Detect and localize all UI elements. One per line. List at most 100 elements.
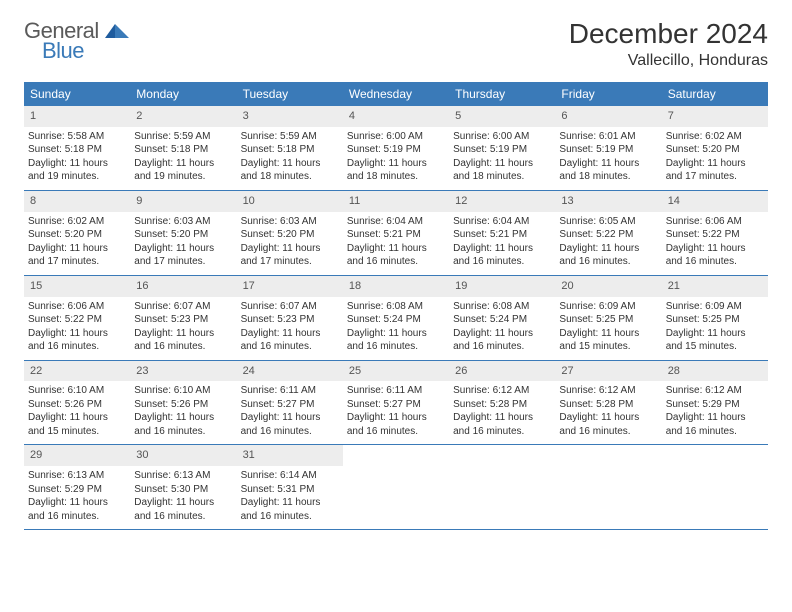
daylight-line1: Daylight: 11 hours	[134, 496, 232, 510]
day-text: Sunrise: 6:10 AMSunset: 5:26 PMDaylight:…	[24, 384, 130, 438]
day-cell: 11Sunrise: 6:04 AMSunset: 5:21 PMDayligh…	[343, 191, 449, 275]
daylight-line1: Daylight: 11 hours	[559, 157, 657, 171]
daylight-line1: Daylight: 11 hours	[28, 327, 126, 341]
daylight-line1: Daylight: 11 hours	[666, 157, 764, 171]
week-row: 22Sunrise: 6:10 AMSunset: 5:26 PMDayligh…	[24, 361, 768, 446]
sunrise-text: Sunrise: 6:13 AM	[28, 469, 126, 483]
daylight-line1: Daylight: 11 hours	[241, 327, 339, 341]
sunrise-text: Sunrise: 6:08 AM	[453, 300, 551, 314]
sunrise-text: Sunrise: 6:11 AM	[347, 384, 445, 398]
week-row: 15Sunrise: 6:06 AMSunset: 5:22 PMDayligh…	[24, 276, 768, 361]
day-cell: 23Sunrise: 6:10 AMSunset: 5:26 PMDayligh…	[130, 361, 236, 445]
day-text: Sunrise: 5:59 AMSunset: 5:18 PMDaylight:…	[130, 130, 236, 184]
day-number: 23	[130, 361, 236, 382]
daylight-line1: Daylight: 11 hours	[453, 411, 551, 425]
day-text: Sunrise: 6:12 AMSunset: 5:28 PMDaylight:…	[555, 384, 661, 438]
weekday-wednesday: Wednesday	[343, 82, 449, 106]
day-cell: 1Sunrise: 5:58 AMSunset: 5:18 PMDaylight…	[24, 106, 130, 190]
day-cell: 18Sunrise: 6:08 AMSunset: 5:24 PMDayligh…	[343, 276, 449, 360]
day-cell: 4Sunrise: 6:00 AMSunset: 5:19 PMDaylight…	[343, 106, 449, 190]
daylight-line1: Daylight: 11 hours	[559, 327, 657, 341]
daylight-line1: Daylight: 11 hours	[666, 411, 764, 425]
sunrise-text: Sunrise: 6:03 AM	[134, 215, 232, 229]
weekday-monday: Monday	[130, 82, 236, 106]
day-number: 17	[237, 276, 343, 297]
day-text: Sunrise: 6:08 AMSunset: 5:24 PMDaylight:…	[449, 300, 555, 354]
sunset-text: Sunset: 5:19 PM	[559, 143, 657, 157]
sunset-text: Sunset: 5:20 PM	[28, 228, 126, 242]
daylight-line1: Daylight: 11 hours	[134, 411, 232, 425]
sunrise-text: Sunrise: 6:14 AM	[241, 469, 339, 483]
day-number: 27	[555, 361, 661, 382]
sunset-text: Sunset: 5:25 PM	[666, 313, 764, 327]
day-cell: 5Sunrise: 6:00 AMSunset: 5:19 PMDaylight…	[449, 106, 555, 190]
sunrise-text: Sunrise: 6:09 AM	[559, 300, 657, 314]
day-text: Sunrise: 6:01 AMSunset: 5:19 PMDaylight:…	[555, 130, 661, 184]
day-cell: 13Sunrise: 6:05 AMSunset: 5:22 PMDayligh…	[555, 191, 661, 275]
day-cell: 21Sunrise: 6:09 AMSunset: 5:25 PMDayligh…	[662, 276, 768, 360]
day-cell: 25Sunrise: 6:11 AMSunset: 5:27 PMDayligh…	[343, 361, 449, 445]
day-cell: 12Sunrise: 6:04 AMSunset: 5:21 PMDayligh…	[449, 191, 555, 275]
day-cell: 7Sunrise: 6:02 AMSunset: 5:20 PMDaylight…	[662, 106, 768, 190]
daylight-line2: and 16 minutes.	[559, 425, 657, 439]
day-text: Sunrise: 6:11 AMSunset: 5:27 PMDaylight:…	[343, 384, 449, 438]
week-row: 1Sunrise: 5:58 AMSunset: 5:18 PMDaylight…	[24, 106, 768, 191]
day-text: Sunrise: 5:59 AMSunset: 5:18 PMDaylight:…	[237, 130, 343, 184]
daylight-line2: and 17 minutes.	[134, 255, 232, 269]
day-cell: 30Sunrise: 6:13 AMSunset: 5:30 PMDayligh…	[130, 445, 236, 529]
sunset-text: Sunset: 5:24 PM	[347, 313, 445, 327]
day-number: 28	[662, 361, 768, 382]
sunrise-text: Sunrise: 6:12 AM	[559, 384, 657, 398]
daylight-line2: and 16 minutes.	[28, 340, 126, 354]
day-cell: 16Sunrise: 6:07 AMSunset: 5:23 PMDayligh…	[130, 276, 236, 360]
location-text: Vallecillo, Honduras	[569, 52, 768, 70]
sunrise-text: Sunrise: 6:09 AM	[666, 300, 764, 314]
day-text: Sunrise: 6:12 AMSunset: 5:29 PMDaylight:…	[662, 384, 768, 438]
day-number: 4	[343, 106, 449, 127]
sunrise-text: Sunrise: 6:06 AM	[666, 215, 764, 229]
day-number: 22	[24, 361, 130, 382]
daylight-line2: and 17 minutes.	[28, 255, 126, 269]
day-number: 14	[662, 191, 768, 212]
daylight-line1: Daylight: 11 hours	[28, 157, 126, 171]
sunrise-text: Sunrise: 6:01 AM	[559, 130, 657, 144]
sunrise-text: Sunrise: 6:06 AM	[28, 300, 126, 314]
daylight-line2: and 18 minutes.	[241, 170, 339, 184]
daylight-line2: and 16 minutes.	[559, 255, 657, 269]
sunrise-text: Sunrise: 6:02 AM	[666, 130, 764, 144]
sunset-text: Sunset: 5:21 PM	[453, 228, 551, 242]
daylight-line2: and 16 minutes.	[666, 255, 764, 269]
day-text: Sunrise: 6:03 AMSunset: 5:20 PMDaylight:…	[237, 215, 343, 269]
daylight-line2: and 16 minutes.	[241, 340, 339, 354]
sunset-text: Sunset: 5:26 PM	[134, 398, 232, 412]
daylight-line2: and 16 minutes.	[134, 425, 232, 439]
daylight-line1: Daylight: 11 hours	[347, 327, 445, 341]
sunrise-text: Sunrise: 6:11 AM	[241, 384, 339, 398]
day-text: Sunrise: 6:12 AMSunset: 5:28 PMDaylight:…	[449, 384, 555, 438]
day-number: 2	[130, 106, 236, 127]
sunrise-text: Sunrise: 6:04 AM	[347, 215, 445, 229]
day-text: Sunrise: 6:06 AMSunset: 5:22 PMDaylight:…	[24, 300, 130, 354]
day-cell: 15 Sunrise: 6:06 AMSunset: 5:22 PMDayligh…	[24, 276, 130, 360]
daylight-line2: and 18 minutes.	[559, 170, 657, 184]
logo-graphic-icon	[105, 20, 131, 43]
day-text: Sunrise: 6:04 AMSunset: 5:21 PMDaylight:…	[343, 215, 449, 269]
sunset-text: Sunset: 5:21 PM	[347, 228, 445, 242]
day-text: Sunrise: 6:00 AMSunset: 5:19 PMDaylight:…	[449, 130, 555, 184]
sunset-text: Sunset: 5:22 PM	[28, 313, 126, 327]
day-cell: 3Sunrise: 5:59 AMSunset: 5:18 PMDaylight…	[237, 106, 343, 190]
sunset-text: Sunset: 5:20 PM	[241, 228, 339, 242]
sunset-text: Sunset: 5:31 PM	[241, 483, 339, 497]
sunrise-text: Sunrise: 6:07 AM	[134, 300, 232, 314]
sunrise-text: Sunrise: 5:59 AM	[134, 130, 232, 144]
day-number: 7	[662, 106, 768, 127]
calendar: Sunday Monday Tuesday Wednesday Thursday…	[24, 82, 768, 530]
sunset-text: Sunset: 5:25 PM	[559, 313, 657, 327]
sunrise-text: Sunrise: 6:04 AM	[453, 215, 551, 229]
daylight-line2: and 19 minutes.	[28, 170, 126, 184]
daylight-line2: and 17 minutes.	[666, 170, 764, 184]
sunrise-text: Sunrise: 6:02 AM	[28, 215, 126, 229]
day-text: Sunrise: 5:58 AMSunset: 5:18 PMDaylight:…	[24, 130, 130, 184]
day-number: 15	[24, 276, 130, 297]
sunrise-text: Sunrise: 6:08 AM	[347, 300, 445, 314]
